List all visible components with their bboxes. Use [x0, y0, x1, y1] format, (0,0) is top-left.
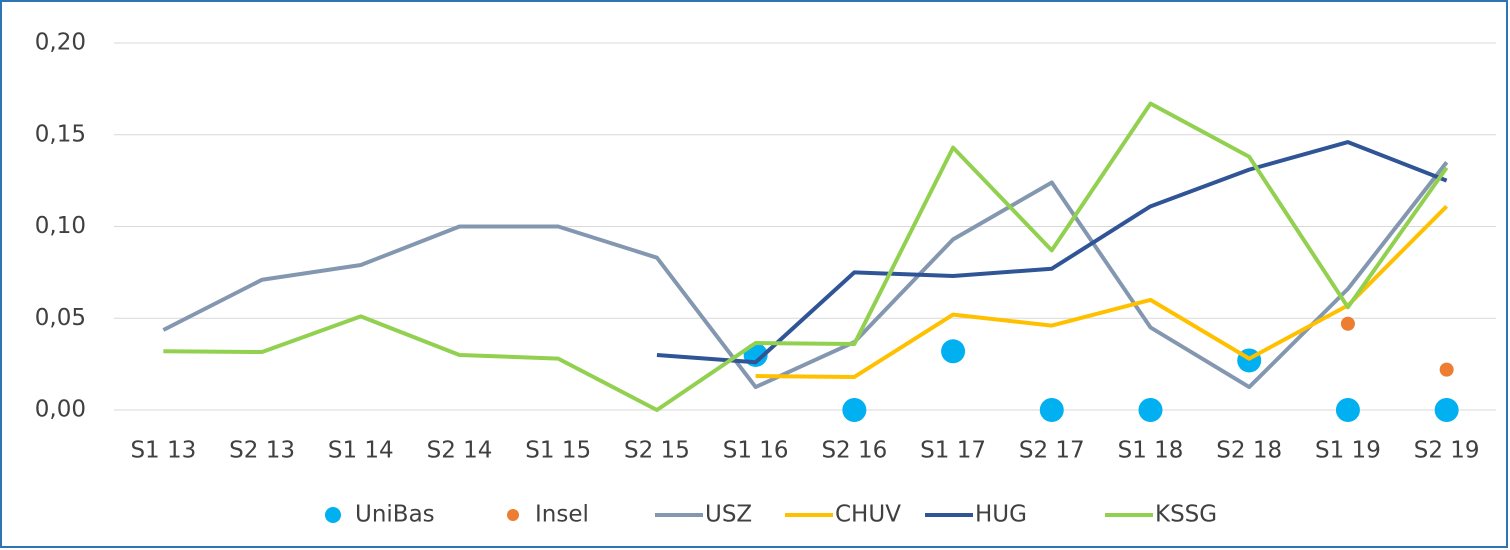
series-marker	[1138, 398, 1163, 422]
x-tick-label: S1 19	[1315, 438, 1381, 464]
series-marker	[842, 398, 867, 422]
x-tick-label: S2 18	[1216, 438, 1282, 464]
series-marker	[941, 339, 966, 364]
x-tick-label: S2 16	[821, 438, 887, 464]
x-tick-label: S1 14	[328, 438, 394, 464]
legend-label: HUG	[975, 502, 1027, 528]
x-tick-label: S1 16	[723, 438, 789, 464]
legend-label: Insel	[535, 502, 589, 528]
x-tick-label: S2 14	[427, 438, 493, 464]
y-tick-label: 0,20	[35, 30, 86, 56]
legend-label: USZ	[705, 502, 752, 528]
series-line	[755, 204, 1449, 379]
x-tick-label: S2 17	[1019, 438, 1085, 464]
legend-label: UniBas	[355, 502, 435, 528]
y-tick-label: 0,05	[35, 305, 86, 331]
x-tick-label: S2 15	[624, 438, 690, 464]
x-tick-label: S1 18	[1118, 438, 1184, 464]
y-tick-label: 0,00	[35, 397, 86, 423]
legend-label: CHUV	[835, 502, 901, 528]
x-tick-label: S2 19	[1414, 438, 1480, 464]
series-line	[163, 101, 1449, 412]
y-tick-label: 0,15	[35, 121, 86, 147]
x-tick-label: S1 15	[525, 438, 591, 464]
series-marker	[1439, 362, 1454, 377]
series-marker	[1039, 398, 1064, 422]
series-line	[656, 140, 1448, 365]
series-line	[162, 161, 1449, 390]
x-tick-label: S1 17	[920, 438, 986, 464]
legend-swatch	[325, 507, 341, 523]
series-marker	[1335, 398, 1360, 422]
x-tick-label: S2 13	[229, 438, 295, 464]
x-tick-label: S1 13	[130, 438, 196, 464]
y-tick-label: 0,10	[35, 213, 86, 239]
legend-swatch	[507, 509, 519, 521]
legend-label: KSSG	[1155, 502, 1217, 528]
series-marker	[1434, 398, 1459, 422]
series-marker	[1340, 316, 1355, 331]
